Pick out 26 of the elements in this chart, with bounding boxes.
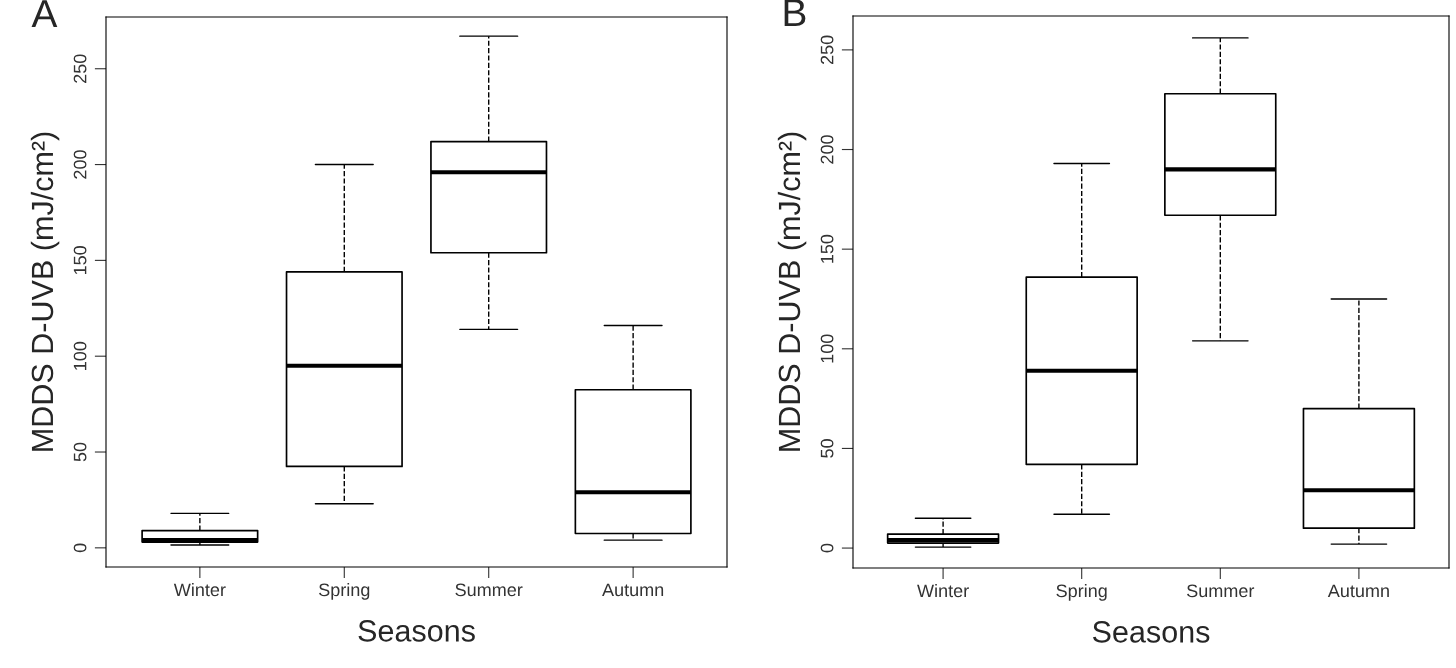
chart-title: B: [784, 0, 806, 27]
y-axis-title: MDDS D-UVB (mJ/cm²): [30, 132, 60, 451]
y-tick-label: 250: [73, 54, 87, 83]
y-tick-label: 50: [820, 439, 834, 458]
y-tick-label: 150: [73, 246, 87, 275]
x-tick-label: Summer: [1187, 584, 1255, 598]
y-tick-label: 0: [820, 543, 834, 553]
x-tick-label: Autumn: [602, 583, 664, 597]
y-tick-label: 50: [73, 442, 87, 462]
y-tick-label: 200: [820, 135, 834, 164]
chart-title: A: [31, 0, 58, 28]
y-tick-label: 200: [73, 150, 87, 179]
y-tick-label: 100: [820, 334, 834, 363]
y-tick-label: 250: [820, 35, 834, 65]
y-axis-title: MDDS D-UVB (mJ/cm²): [777, 132, 807, 451]
y-tick-label: 0: [73, 543, 87, 553]
x-tick-label: Spring: [1056, 583, 1107, 601]
x-tick-label: Summer: [455, 583, 523, 597]
x-axis-title: Seasons: [358, 620, 475, 642]
x-tick-label: Spring: [319, 582, 370, 600]
x-tick-label: Winter: [173, 582, 226, 597]
x-axis-title: Seasons: [1092, 621, 1210, 643]
y-tick-label: 150: [820, 234, 834, 263]
y-tick-label: 100: [73, 341, 87, 370]
x-tick-label: Winter: [917, 583, 969, 598]
x-tick-label: Autumn: [1327, 584, 1389, 598]
